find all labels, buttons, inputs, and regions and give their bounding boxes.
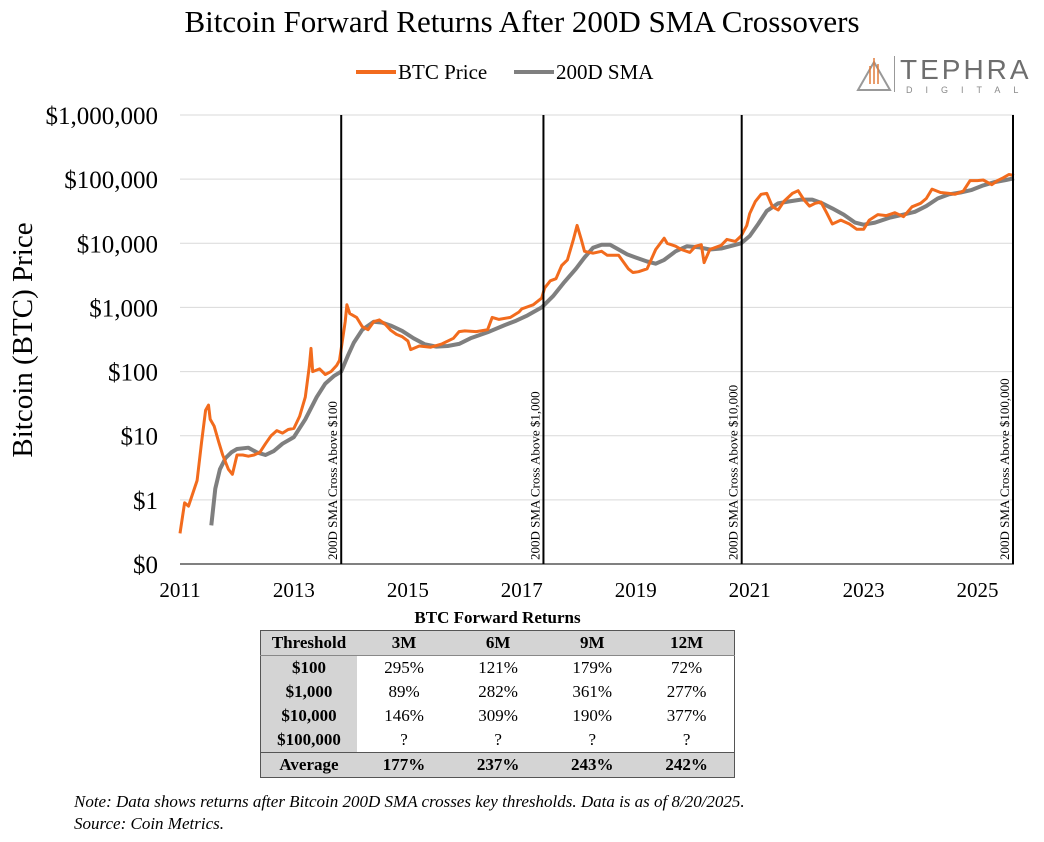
brand-logo: TEPHRA DIGITAL (856, 54, 1029, 98)
cell: 121% (478, 658, 518, 677)
crossover-label: 200D SMA Cross Above $100,000 (997, 378, 1012, 560)
row-threshold: $100,000 (260, 728, 357, 753)
crossover-markers: 200D SMA Cross Above $100 200D SMA Cross … (325, 115, 1014, 564)
cell: 277% (666, 682, 707, 701)
average-cell: 242% (639, 752, 735, 778)
y-axis-ticks: $0 $1 $10 $100 $1,000 $10,000 $100,000 $1,000,0… (46, 103, 159, 579)
table-row: $100 295% 121% 179% 72% (260, 655, 735, 680)
x-tick-label: 2025 (957, 578, 999, 602)
legend: BTC Price 200D SMA (356, 60, 654, 84)
cell: 72% (671, 658, 703, 677)
x-tick-label: 2015 (387, 578, 429, 602)
y-tick-label: $100,000 (64, 167, 158, 194)
logo-subtitle: DIGITAL (906, 85, 1032, 95)
footnote: Note: Data shows returns after Bitcoin 2… (74, 791, 745, 835)
cell: 377% (666, 706, 707, 725)
average-cell: 237% (451, 752, 546, 778)
table-average-row: Average 177% 237% 243% 242% (260, 752, 735, 778)
y-axis-label: Bitcoin (BTC) Price (7, 222, 39, 457)
y-tick-label: $100 (108, 360, 158, 387)
returns-table: Threshold 3M 6M 9M 12M $100 295% 121% 17… (260, 630, 735, 778)
legend-sma-label: 200D SMA (556, 60, 654, 84)
y-tick-label: $1,000,000 (46, 103, 159, 130)
table-header-row: Threshold 3M 6M 9M 12M (260, 630, 735, 656)
legend-btc-label: BTC Price (398, 60, 487, 84)
grid (180, 114, 1014, 501)
note-text: Note: Data shows returns after Bitcoin 2… (74, 792, 745, 811)
cell: 309% (478, 706, 518, 725)
average-cell: 177% (357, 752, 452, 778)
crossover-label: 200D SMA Cross Above $100 (325, 401, 340, 560)
table-row: $100,000 ? ? ? ? (260, 728, 735, 753)
header-3m: 3M (357, 630, 452, 656)
cell: ? (682, 730, 691, 749)
table-title: BTC Forward Returns (414, 608, 581, 627)
y-tick-label: $10,000 (77, 231, 158, 258)
cell: ? (400, 730, 408, 749)
crossover-label: 200D SMA Cross Above $10,000 (726, 385, 741, 560)
x-tick-label: 2013 (273, 578, 315, 602)
x-tick-label: 2019 (615, 578, 657, 602)
y-tick-label: $0 (133, 552, 158, 579)
volcano-logo-icon (856, 58, 892, 91)
row-threshold: $100 (260, 655, 357, 680)
logo-wordmark: TEPHRA (900, 54, 1032, 85)
header-9m: 9M (545, 630, 640, 656)
x-tick-label: 2011 (159, 578, 200, 602)
header-6m: 6M (451, 630, 546, 656)
cell: 89% (388, 682, 420, 701)
average-label: Average (260, 752, 357, 778)
crossover-label: 200D SMA Cross Above $1,000 (527, 391, 542, 560)
header-threshold: Threshold (260, 630, 357, 656)
chart-title: Bitcoin Forward Returns After 200D SMA C… (184, 4, 860, 39)
cell: 146% (384, 706, 424, 725)
source-text: Source: Coin Metrics. (74, 814, 224, 833)
btc-price-line (178, 173, 1015, 534)
cell: 361% (572, 682, 613, 701)
price-chart: $0 $1 $10 $100 $1,000 $10,000 $100,000 $1,000,0… (7, 60, 1015, 602)
cell: 179% (572, 658, 613, 677)
x-axis-ticks: 2011 2013 2015 2017 2019 2021 2023 2025 (159, 578, 998, 602)
sma-200d-line (209, 176, 1015, 526)
logo-divider (894, 56, 895, 92)
average-cell: 243% (545, 752, 640, 778)
row-threshold: $1,000 (260, 680, 357, 704)
cell: ? (588, 730, 596, 749)
table-row: $10,000 146% 309% 190% 377% (260, 704, 735, 728)
cell: 282% (478, 682, 518, 701)
cell: 190% (572, 706, 613, 725)
cell: ? (494, 730, 502, 749)
row-threshold: $10,000 (260, 704, 357, 728)
x-tick-label: 2021 (729, 578, 771, 602)
y-tick-label: $10 (121, 424, 159, 451)
x-tick-label: 2023 (843, 578, 885, 602)
series-lines (178, 173, 1015, 534)
cell: 295% (384, 658, 424, 677)
y-tick-label: $1,000 (89, 295, 158, 322)
table-row: $1,000 89% 282% 361% 277% (260, 680, 735, 704)
x-tick-label: 2017 (501, 578, 543, 602)
y-tick-label: $1 (133, 488, 158, 515)
header-12m: 12M (639, 630, 735, 656)
